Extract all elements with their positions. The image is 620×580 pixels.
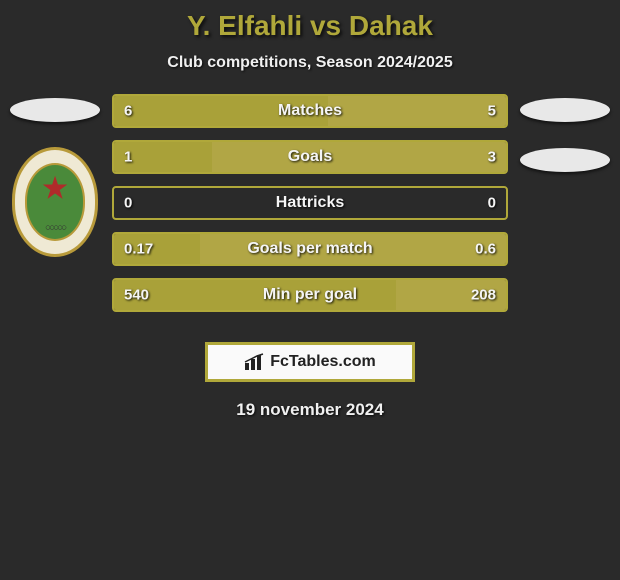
bar-right-value: 5 — [488, 103, 496, 120]
bar-right-fill — [212, 142, 506, 172]
body-wrap: ★ ○○○○○ 6 Matches 5 1 Goals 3 0 Hattricks 0 0.17 G… — [0, 94, 620, 324]
stat-bar: 6 Matches 5 — [112, 94, 508, 128]
subtitle: Club competitions, Season 2024/2025 — [0, 54, 620, 72]
left-team-crest: ★ ○○○○○ — [10, 142, 100, 262]
brand-badge[interactable]: FcTables.com — [205, 342, 415, 382]
left-player-column: ★ ○○○○○ — [0, 94, 110, 262]
bar-left-value: 0.17 — [124, 241, 153, 258]
left-player-ellipse — [10, 98, 100, 122]
comparison-card: Y. Elfahli vs Dahak Club competitions, S… — [0, 0, 620, 420]
bar-right-value: 0.6 — [475, 241, 496, 258]
bar-right-value: 3 — [488, 149, 496, 166]
date-text: 19 november 2024 — [0, 400, 620, 420]
stat-bar: 540 Min per goal 208 — [112, 278, 508, 312]
crest-rings-icon: ○○○○○ — [45, 223, 65, 234]
bar-left-value: 1 — [124, 149, 132, 166]
stat-bar: 0.17 Goals per match 0.6 — [112, 232, 508, 266]
bar-left-value: 6 — [124, 103, 132, 120]
crest-star-icon: ★ — [42, 171, 67, 204]
bar-label: Matches — [278, 102, 342, 120]
page-title: Y. Elfahli vs Dahak — [0, 10, 620, 42]
bar-right-value: 0 — [488, 195, 496, 212]
bar-left-value: 540 — [124, 287, 149, 304]
bars-container: 6 Matches 5 1 Goals 3 0 Hattricks 0 0.17 Goals per… — [110, 94, 510, 324]
bar-chart-icon — [244, 353, 266, 371]
right-player-column — [510, 94, 620, 192]
bar-label: Goals — [288, 148, 332, 166]
stat-bar: 0 Hattricks 0 — [112, 186, 508, 220]
right-player-ellipse-1 — [520, 98, 610, 122]
bar-label: Min per goal — [263, 286, 357, 304]
brand-text: FcTables.com — [270, 353, 376, 371]
bar-label: Goals per match — [247, 240, 372, 258]
bar-right-value: 208 — [471, 287, 496, 304]
right-player-ellipse-2 — [520, 148, 610, 172]
bar-right-fill — [328, 96, 506, 126]
bar-label: Hattricks — [276, 194, 344, 212]
stat-bar: 1 Goals 3 — [112, 140, 508, 174]
bar-left-value: 0 — [124, 195, 132, 212]
